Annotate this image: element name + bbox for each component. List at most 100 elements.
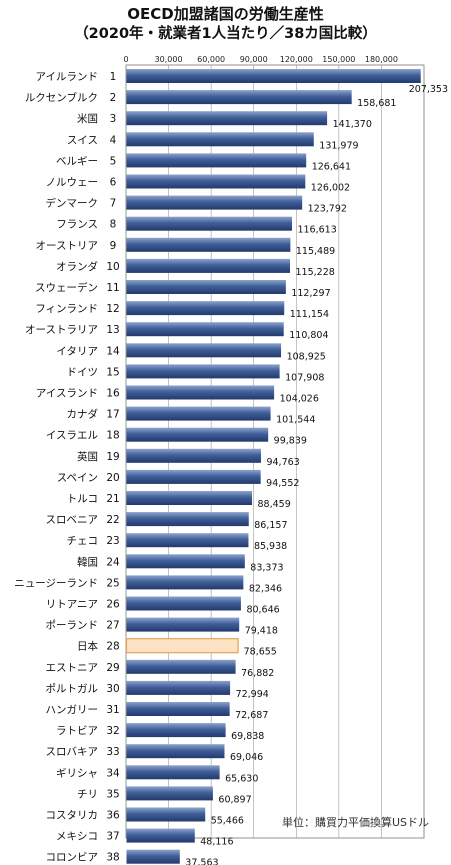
rank-label: 25 [106, 577, 119, 589]
bar-36 [126, 807, 206, 822]
value-label: 108,925 [287, 351, 326, 362]
value-label: 65,630 [225, 773, 258, 784]
x-axis-ticks: 0 30,000 60,000 90,000 120,000 150,000 180,000 [123, 55, 398, 64]
rank-label: 33 [106, 746, 119, 758]
bar-11 [126, 280, 286, 294]
country-label: 韓国 [77, 556, 98, 568]
bar-3 [126, 111, 328, 126]
country-label: スロバキア [46, 746, 99, 758]
value-label: 94,552 [266, 478, 299, 489]
value-label: 86,157 [254, 520, 287, 531]
rank-label: 20 [106, 472, 119, 484]
rank-label: 8 [110, 219, 117, 231]
chart-subtitle: （2020年・就業者1人当たり／38カ国比較） [74, 26, 377, 42]
rank-label: 5 [110, 155, 117, 167]
country-label: ラトビア [56, 725, 98, 737]
value-label: 115,489 [296, 246, 335, 257]
bar-34 [126, 765, 220, 780]
rank-label: 1 [110, 71, 117, 83]
rank-label: 32 [106, 725, 119, 737]
value-label: 104,026 [280, 394, 319, 405]
rank-label: 13 [106, 324, 119, 336]
x-tick-label: 30,000 [155, 55, 183, 64]
country-label: ポーランド [46, 620, 99, 632]
value-label: 99,839 [274, 436, 307, 447]
rank-label: 35 [106, 788, 119, 800]
bar-18 [126, 427, 269, 442]
bar-5 [126, 153, 307, 168]
value-label: 141,370 [333, 119, 372, 130]
bar-25 [126, 575, 244, 590]
rank-label: 12 [106, 303, 119, 315]
bar-15 [126, 364, 280, 379]
value-label: 48,116 [200, 837, 233, 848]
country-label: オーストラリア [25, 324, 98, 336]
country-label: ポルトガル [46, 683, 99, 695]
rank-label: 26 [106, 599, 120, 611]
bar-24 [126, 554, 245, 569]
country-label: チェコ [67, 535, 99, 547]
country-label: リトアニア [46, 599, 98, 611]
value-label: 85,938 [254, 541, 287, 552]
bar-17 [126, 406, 271, 421]
rank-label: 31 [106, 704, 119, 716]
country-label: トルコ [67, 493, 98, 505]
rank-label: 3 [110, 113, 117, 125]
rank-label: 19 [106, 451, 119, 463]
rank-label: 6 [110, 177, 117, 189]
bar-35 [126, 786, 213, 801]
bar-38 [126, 849, 180, 864]
labels: アイルランド 1 207,353 ルクセンブルク 2 158,681 米国 3 141,370 ス… [14, 71, 448, 865]
value-label: 123,792 [308, 204, 347, 215]
rank-label: 34 [106, 767, 120, 779]
value-label: 88,459 [258, 499, 291, 510]
country-label: スロベニア [46, 514, 99, 526]
value-label: 126,641 [312, 161, 351, 172]
country-label: ニュージーランド [14, 577, 98, 589]
value-label: 78,655 [244, 647, 277, 658]
value-label: 80,646 [246, 605, 279, 616]
value-label: 207,353 [409, 84, 448, 95]
bar-32 [126, 723, 226, 738]
country-label: オランダ [56, 260, 98, 273]
rank-label: 14 [106, 345, 120, 357]
rank-label: 24 [106, 556, 120, 568]
rank-label: 30 [106, 683, 119, 695]
x-tick-label: 0 [123, 55, 128, 64]
bar-1 [126, 69, 421, 83]
bar-6 [126, 174, 306, 189]
rank-label: 23 [106, 535, 119, 547]
rank-label: 11 [106, 282, 119, 294]
bar-26 [126, 596, 241, 611]
rank-label: 36 [106, 810, 120, 822]
value-label: 69,838 [231, 731, 264, 742]
country-label: アイスランド [36, 388, 98, 400]
rank-label: 16 [106, 388, 120, 400]
rank-label: 27 [106, 620, 119, 632]
bar-10 [126, 258, 291, 273]
rank-label: 2 [110, 92, 117, 104]
bar-4 [126, 132, 314, 147]
value-label: 158,681 [357, 98, 396, 109]
country-label: デンマーク [46, 197, 99, 210]
value-label: 60,897 [218, 794, 251, 805]
value-label: 76,882 [241, 668, 274, 679]
rank-label: 22 [106, 514, 119, 526]
bar-9 [126, 237, 291, 252]
bar-21 [126, 491, 253, 505]
bar-19 [126, 448, 261, 463]
bar-2 [126, 90, 352, 105]
country-label: コスタリカ [46, 810, 99, 822]
country-label: チリ [77, 788, 98, 800]
value-label: 101,544 [276, 415, 315, 426]
rank-label: 15 [106, 366, 119, 378]
value-label: 107,908 [285, 372, 324, 383]
country-label: イスラエル [46, 430, 98, 442]
bar-33 [126, 744, 225, 759]
country-label: フィンランド [35, 303, 98, 315]
country-label: カナダ [67, 408, 99, 421]
country-label: フランス [56, 219, 98, 231]
rank-label: 17 [106, 409, 119, 421]
country-label: スイス [67, 134, 98, 146]
bar-8 [126, 216, 292, 231]
